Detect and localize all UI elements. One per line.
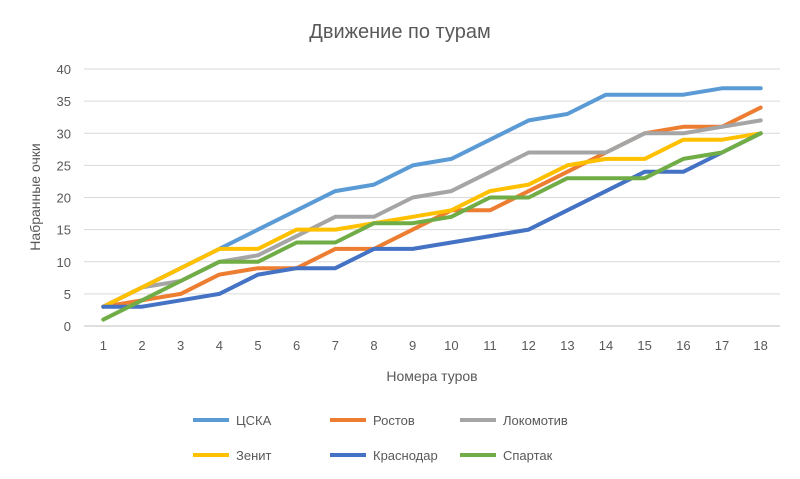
legend-label: ЦСКА — [236, 413, 272, 428]
x-tick-label: 10 — [444, 338, 458, 353]
x-tick-label: 13 — [560, 338, 574, 353]
series-line — [101, 105, 763, 309]
x-axis-ticks: 1 2 3 4 5 6 7 8 9 10 11 12 13 14 15 16 17 18 — [100, 338, 768, 353]
legend-label: Краснодар — [373, 448, 438, 463]
x-tick-label: 9 — [409, 338, 416, 353]
series-line — [101, 131, 763, 309]
x-tick-label: 6 — [293, 338, 300, 353]
x-tick-label: 5 — [254, 338, 261, 353]
y-tick-label: 0 — [64, 319, 71, 334]
y-axis-ticks: 0 5 10 15 20 25 30 35 40 — [57, 62, 71, 334]
series-line — [101, 131, 763, 322]
legend-label: Зенит — [236, 448, 272, 463]
series-line — [101, 131, 763, 309]
y-tick-label: 25 — [57, 158, 71, 173]
y-tick-label: 35 — [57, 94, 71, 109]
y-tick-label: 40 — [57, 62, 71, 77]
x-tick-label: 12 — [521, 338, 535, 353]
series-lines — [101, 86, 763, 322]
x-tick-label: 4 — [216, 338, 223, 353]
x-tick-label: 7 — [332, 338, 339, 353]
legend-label: Локомотив — [503, 413, 568, 428]
x-axis-label: Номера туров — [386, 368, 477, 384]
x-tick-label: 8 — [370, 338, 377, 353]
x-tick-label: 18 — [753, 338, 767, 353]
y-tick-label: 15 — [57, 223, 71, 238]
x-tick-label: 14 — [599, 338, 613, 353]
chart-title: Движение по турам — [309, 21, 490, 43]
y-axis-label: Набранные очки — [27, 143, 43, 250]
y-tick-label: 5 — [64, 287, 71, 302]
legend-label: Ростов — [373, 413, 415, 428]
x-tick-label: 16 — [676, 338, 690, 353]
x-tick-label: 15 — [637, 338, 651, 353]
x-tick-label: 11 — [483, 338, 497, 353]
x-tick-label: 17 — [715, 338, 729, 353]
legend-label: Спартак — [503, 448, 553, 463]
legend: ЦСКА Ростов Локомотив Зенит Краснодар Спартак — [193, 413, 568, 463]
x-tick-label: 2 — [138, 338, 145, 353]
y-tick-label: 30 — [57, 126, 71, 141]
gridlines — [84, 68, 780, 327]
y-tick-label: 10 — [57, 255, 71, 270]
x-tick-label: 1 — [100, 338, 107, 353]
x-tick-label: 3 — [177, 338, 184, 353]
y-tick-label: 20 — [57, 191, 71, 206]
